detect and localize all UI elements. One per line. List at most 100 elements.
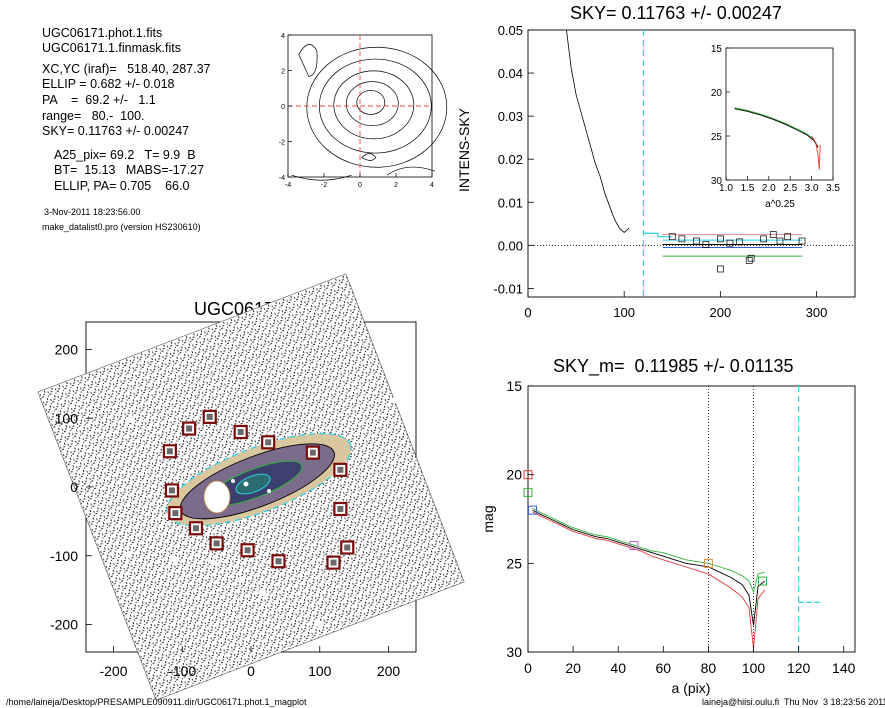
contour-xtick-label: 0 xyxy=(358,182,362,189)
mag-ytick-label: 20 xyxy=(506,467,522,483)
sky-value: SKY= 0.11763 +/- 0.00247 xyxy=(42,124,190,138)
sky-box-marker xyxy=(678,235,686,243)
sky-frame xyxy=(527,29,856,298)
sky-box-fill xyxy=(168,487,175,494)
sky-ytick-label: -0.01 xyxy=(493,281,523,296)
filename-phot: UGC06171.phot.1.fits xyxy=(42,26,163,40)
contour-ytick-label: 0 xyxy=(281,104,285,111)
contour-blob xyxy=(361,153,377,161)
mag-xlabel: a (pix) xyxy=(672,680,711,696)
mag-marker xyxy=(703,558,713,568)
mag-xtick-label: 0 xyxy=(524,660,532,676)
magnitudes: BT= 15.13 MABS=-17.27 xyxy=(54,163,205,177)
contour-level xyxy=(306,46,448,168)
inset-black-series xyxy=(734,108,819,148)
inset-xtick-label: 2.5 xyxy=(783,183,797,194)
sky-box-fill xyxy=(186,425,193,432)
sky-box-fill xyxy=(330,559,337,566)
contour-line xyxy=(386,166,436,176)
bright-knot xyxy=(267,489,271,493)
center-marker xyxy=(243,481,249,487)
sky-step xyxy=(643,232,673,238)
sky-box-marker xyxy=(798,237,806,245)
masked-star xyxy=(203,480,231,514)
inset-xtick-label: 3.0 xyxy=(805,183,819,194)
mag-xtick-label: 40 xyxy=(610,660,626,676)
sky-box-marker xyxy=(668,233,676,241)
sky-profile-plot: 0 100 200 300 0.05 0.04 0.03 0.02 0.01 0.00 -0.01 I… xyxy=(456,23,856,320)
sky-box-marker xyxy=(745,257,753,264)
masked-source xyxy=(126,417,134,423)
fit-range: range= 80.- 100. xyxy=(42,109,145,123)
inset-xtick-label: 1.5 xyxy=(740,183,754,194)
inset-xlabel: a^0.25 xyxy=(765,199,795,210)
sky-box-marker xyxy=(692,237,700,245)
masked-source xyxy=(391,397,399,403)
sky-ylabel: INTENS-SKY xyxy=(456,107,472,192)
contour-ytick-label: -2 xyxy=(279,140,285,147)
mag-frame xyxy=(527,385,856,653)
a25-value: A25_pix= 69.2 T= 9.9 B xyxy=(54,148,196,162)
contour-xtick-label: 2 xyxy=(394,182,398,189)
contour-level xyxy=(345,81,399,127)
mag-marker xyxy=(629,541,639,551)
contour-blob xyxy=(298,44,318,77)
sky-box-fill xyxy=(206,413,213,420)
contour-thumb-plot: -4 -2 0 2 4 4 2 0 -2 -4 xyxy=(279,33,448,189)
masked-source xyxy=(236,577,244,583)
mag-xtick-label: 140 xyxy=(832,660,856,676)
galaxy-ytick-label: 100 xyxy=(55,410,79,426)
sky-ytick-label: 0.04 xyxy=(498,66,523,81)
sky-box-marker xyxy=(717,265,724,273)
mag-ylabel: mag xyxy=(480,505,496,532)
contour-level xyxy=(318,58,432,154)
mag-xtick-label: 80 xyxy=(701,660,717,676)
sky-box-fill xyxy=(244,547,251,554)
position-angle: PA = 69.2 +/- 1.1 xyxy=(42,93,156,107)
sky-box-marker xyxy=(769,231,777,238)
masked-source xyxy=(314,620,322,626)
ellip-pa: ELLIP, PA= 0.705 66.0 xyxy=(54,179,190,193)
mag-ytick-label: 25 xyxy=(506,555,522,571)
sky-box-marker xyxy=(760,235,767,243)
sky-box-marker xyxy=(747,254,755,262)
sky-xtick-label: 100 xyxy=(613,305,635,320)
sky-box-marker xyxy=(717,235,724,243)
sky-box-fill xyxy=(166,448,173,455)
sky-box-marker xyxy=(776,237,784,245)
masked-source xyxy=(124,552,132,558)
sky-box-fill xyxy=(344,544,351,551)
mag-series-0 xyxy=(532,509,766,626)
inset-red-series xyxy=(811,135,821,170)
center-coords: XC,YC (iraf)= 518.40, 287.37 xyxy=(42,62,211,76)
sky-box-fill xyxy=(309,449,316,456)
sky-box-marker xyxy=(736,238,743,246)
mag-marker xyxy=(523,487,533,497)
contour-ytick-label: 2 xyxy=(281,69,285,76)
galaxy-core xyxy=(235,473,271,495)
sky-ytick-label: 0.02 xyxy=(498,152,523,167)
inset-ytick-label: 20 xyxy=(711,88,723,99)
sky-box-fill xyxy=(172,510,179,517)
sky-ytick-label: 0.03 xyxy=(498,109,523,124)
sky-xtick-label: 200 xyxy=(710,305,732,320)
galaxy-ytick-label: 200 xyxy=(55,342,79,358)
mag-xtick-label: 100 xyxy=(742,660,766,676)
sky-box-fill xyxy=(337,466,344,473)
galaxy-ytick-label: -200 xyxy=(50,617,78,633)
inset-xtick-label: 1.0 xyxy=(719,183,733,194)
masked-source xyxy=(258,590,266,596)
sky-xtick-label: 0 xyxy=(524,305,531,320)
sky-ytick-label: 0.00 xyxy=(498,238,523,253)
inset-xtick-label: 2.0 xyxy=(762,183,776,194)
masked-source xyxy=(210,560,218,566)
mag-marker xyxy=(528,505,538,515)
inset-ytick-label: 15 xyxy=(711,44,723,55)
galaxy-xtick-label: -200 xyxy=(99,663,127,679)
sky-title: SKY= 0.11763 +/- 0.00247 xyxy=(570,3,782,23)
sky-box-fill xyxy=(265,439,272,446)
inset-ytick-label: 30 xyxy=(711,176,723,187)
mag-series-2 xyxy=(532,507,765,594)
program-version: make_datalist0.pro (version HS230610) xyxy=(42,222,201,232)
